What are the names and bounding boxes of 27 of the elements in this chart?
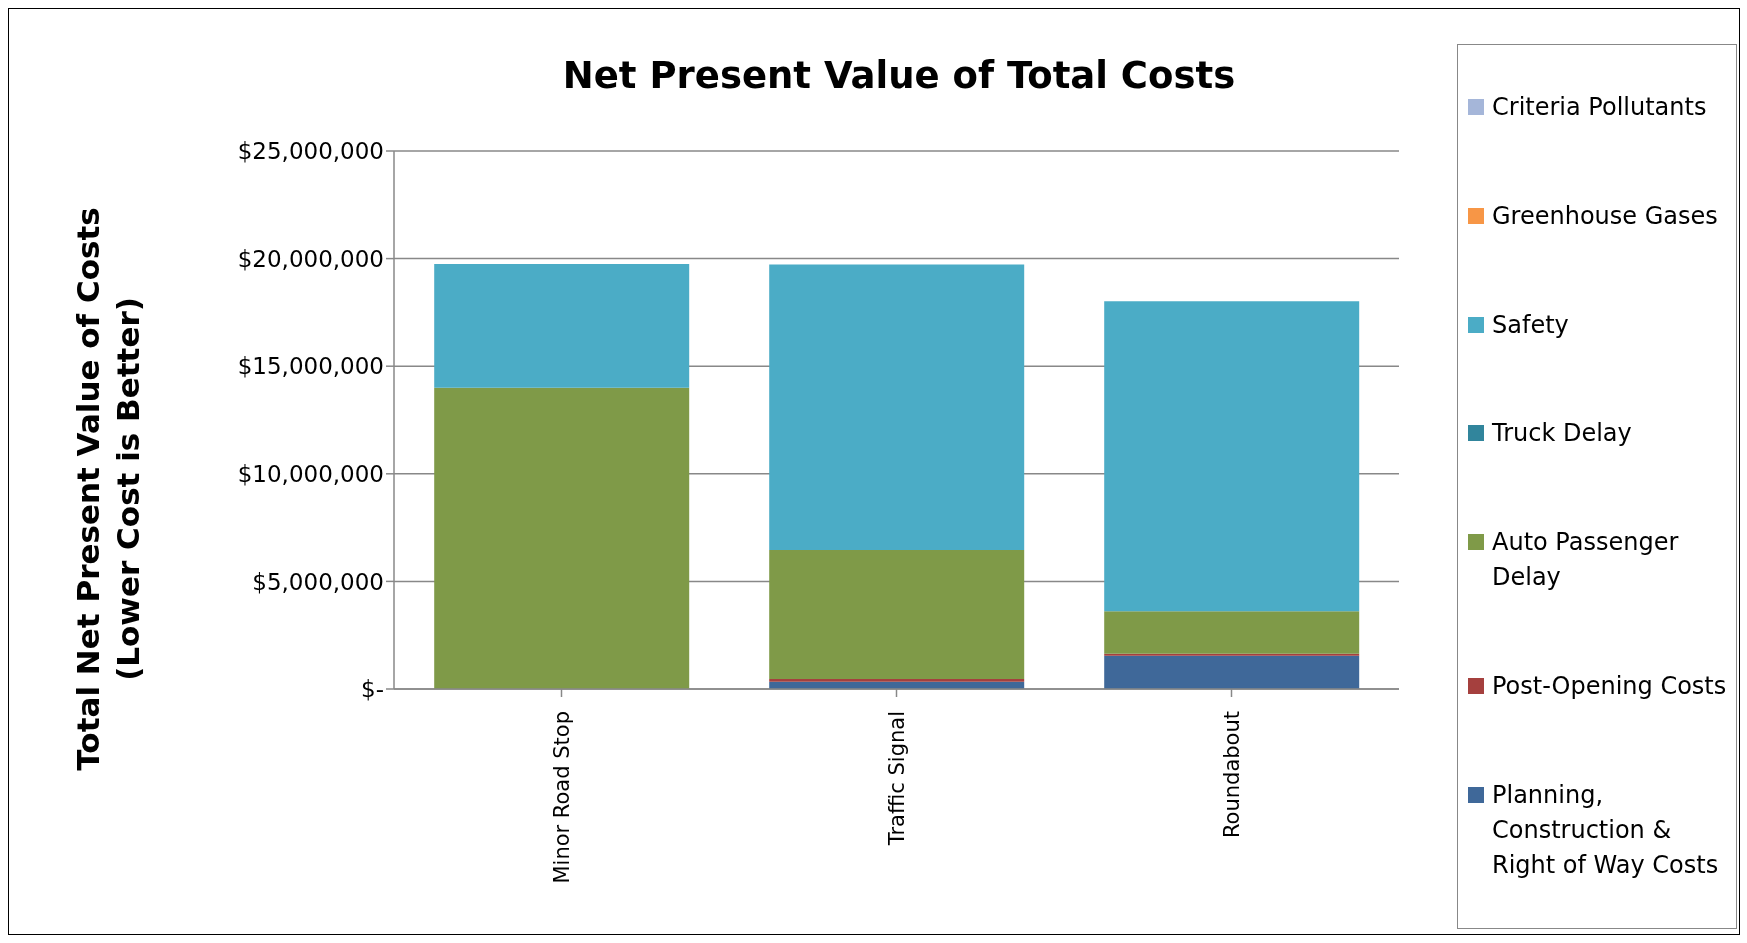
legend-label: Planning, Construction & Right of Way Costs bbox=[1492, 780, 1720, 881]
x-tick-label: Roundabout bbox=[1219, 711, 1244, 839]
bar bbox=[769, 549, 1025, 680]
y-tick-label: $25,000,000 bbox=[237, 138, 384, 165]
bar bbox=[1104, 655, 1360, 689]
bar bbox=[1104, 653, 1360, 656]
bar bbox=[1104, 301, 1360, 612]
bar bbox=[434, 263, 690, 388]
x-tick-label: Minor Road Stop bbox=[549, 711, 574, 884]
legend-label: Post-Opening Costs bbox=[1492, 671, 1727, 703]
bar bbox=[769, 264, 1025, 550]
y-tick-label: $20,000,000 bbox=[237, 245, 384, 272]
legend-label: Safety bbox=[1492, 309, 1569, 341]
chart-title: Net Present Value of Total Costs bbox=[561, 54, 1237, 97]
y-tick-label: $5,000,000 bbox=[252, 568, 384, 595]
y-axis-title: Total Net Present Value of Costs (Lower Cost is Better) bbox=[70, 207, 146, 771]
legend-label: Auto Passenger Delay bbox=[1492, 527, 1680, 594]
legend-label: Greenhouse Gases bbox=[1492, 200, 1718, 232]
y-tick-label: $10,000,000 bbox=[237, 460, 384, 487]
y-tick-label: $- bbox=[361, 676, 384, 703]
x-tick-label: Traffic Signal bbox=[884, 711, 909, 847]
legend-label: Truck Delay bbox=[1492, 418, 1632, 450]
bar bbox=[1104, 611, 1360, 654]
legend-label: Criteria Pollutants bbox=[1492, 91, 1707, 123]
y-tick-label: $15,000,000 bbox=[237, 353, 384, 380]
bar bbox=[769, 679, 1025, 682]
bar bbox=[434, 387, 690, 689]
